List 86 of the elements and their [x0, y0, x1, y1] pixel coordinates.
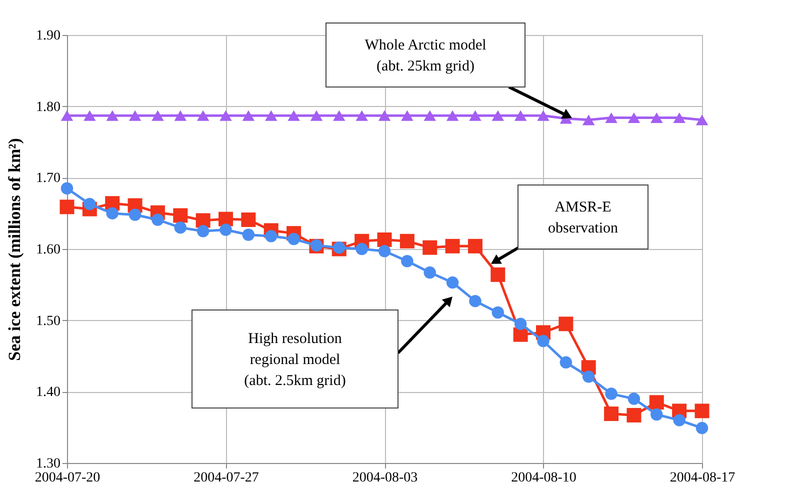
point — [400, 234, 414, 248]
point — [673, 112, 686, 124]
point — [128, 208, 142, 221]
point — [673, 414, 686, 426]
point — [106, 207, 118, 220]
point — [696, 422, 708, 434]
point — [174, 221, 187, 234]
point — [288, 232, 300, 246]
point — [310, 110, 323, 121]
y-tick-label: 1.30 — [36, 456, 60, 472]
point — [537, 334, 550, 348]
x-tick-label: 2004-08-03 — [352, 470, 418, 486]
point — [378, 110, 391, 121]
x-tick-label: 2004-08-17 — [670, 470, 736, 486]
point — [242, 110, 255, 121]
point — [650, 112, 663, 124]
point — [469, 294, 482, 308]
annotation: Whole Arctic model (abt. 25km grid) — [364, 38, 486, 74]
point — [626, 408, 642, 422]
point — [424, 266, 436, 279]
point — [220, 224, 232, 236]
point — [377, 232, 392, 247]
x-tick-label: 2004-07-27 — [194, 470, 259, 486]
point — [196, 213, 210, 228]
point — [492, 306, 504, 319]
point — [582, 370, 595, 383]
point — [152, 110, 164, 121]
y-tick-label: 1.80 — [36, 100, 60, 115]
y-tick-label: 1.90 — [36, 28, 60, 44]
point — [264, 110, 278, 121]
point — [356, 242, 368, 256]
annotation: High resolution regional model (abt. 2.5km grid) — [244, 331, 346, 389]
y-tick-label: 1.70 — [36, 171, 60, 186]
point — [241, 212, 256, 227]
point — [173, 208, 188, 223]
point — [582, 114, 595, 126]
point — [605, 112, 618, 124]
x-tick-label: 2004-08-10 — [511, 470, 576, 486]
point — [264, 230, 278, 242]
point — [401, 110, 414, 121]
point — [196, 225, 210, 238]
point — [196, 110, 210, 121]
point — [492, 110, 504, 121]
point — [84, 198, 96, 210]
point — [378, 245, 391, 258]
point — [628, 112, 640, 124]
point — [468, 238, 482, 254]
point — [650, 408, 663, 421]
point — [424, 110, 436, 121]
point — [288, 110, 300, 121]
point — [174, 110, 187, 121]
point — [628, 392, 640, 405]
point — [401, 255, 414, 268]
point — [106, 110, 118, 121]
point — [333, 110, 346, 121]
point — [446, 276, 459, 289]
x-tick-label: 2004-07-20 — [34, 470, 100, 486]
point — [558, 316, 574, 332]
point — [128, 110, 142, 121]
point — [604, 406, 619, 422]
point — [537, 110, 550, 121]
point — [84, 110, 96, 121]
point — [514, 318, 527, 330]
point — [220, 110, 232, 121]
point — [445, 238, 460, 254]
annotation: AMSR-E observation — [548, 200, 618, 236]
y-axis-title: Sea ice extent (millions of km²) — [5, 138, 24, 361]
point — [60, 200, 74, 214]
point — [694, 404, 710, 418]
point — [60, 110, 74, 121]
y-tick-label: 1.50 — [36, 314, 60, 329]
point — [152, 214, 164, 226]
point — [60, 182, 74, 194]
point — [242, 228, 255, 241]
point — [514, 110, 527, 121]
y-tick-label: 1.60 — [36, 242, 60, 258]
point — [356, 110, 368, 121]
point — [696, 114, 708, 126]
y-tick-label: 1.40 — [36, 385, 60, 400]
point — [605, 388, 618, 400]
point — [469, 110, 482, 121]
point — [446, 110, 459, 121]
point — [560, 356, 572, 369]
point — [490, 267, 506, 282]
point — [649, 395, 664, 410]
point — [422, 240, 438, 255]
